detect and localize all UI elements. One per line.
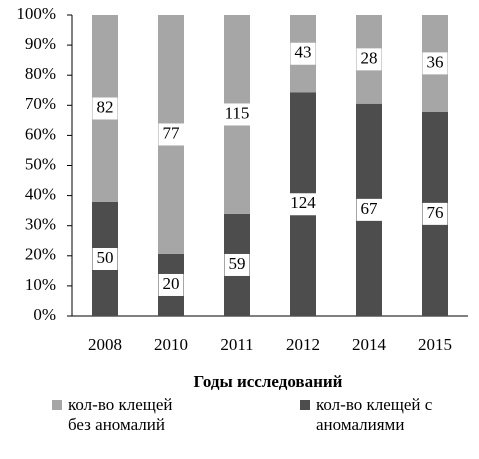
data-label: 77 — [163, 123, 181, 142]
x-tick-label: 2014 — [352, 335, 387, 354]
data-label-bg — [224, 253, 250, 276]
x-tick-label: 2011 — [220, 335, 253, 354]
y-tick-label: 20% — [25, 245, 56, 264]
y-tick-label: 30% — [25, 215, 56, 234]
data-label: 82 — [97, 97, 114, 116]
data-label-bg — [422, 52, 448, 75]
data-label-bg — [356, 48, 382, 71]
data-label-bg — [220, 103, 254, 126]
x-axis-title: Годы исследований — [194, 372, 343, 391]
data-label-bg — [422, 202, 448, 225]
data-label-bg — [286, 193, 321, 216]
data-label-bg — [158, 123, 184, 146]
data-label-bg — [356, 198, 382, 221]
data-label: 76 — [427, 203, 444, 222]
y-tick-label: 70% — [25, 94, 56, 113]
y-tick-label: 0% — [33, 305, 56, 324]
data-label-bg — [92, 247, 118, 270]
y-tick-label: 50% — [25, 154, 56, 173]
data-label: 59 — [229, 254, 246, 273]
data-label-bg — [290, 42, 316, 65]
data-label-bg — [158, 273, 184, 296]
data-label: 28 — [361, 48, 378, 67]
legend-swatch — [52, 400, 62, 410]
y-tick-label: 100% — [16, 4, 56, 23]
data-label: 67 — [361, 199, 379, 218]
data-label-bg — [92, 97, 118, 120]
x-tick-label: 2008 — [88, 335, 122, 354]
legend-label: кол-во клещей с аномалиями — [316, 395, 433, 434]
data-label: 36 — [427, 52, 444, 71]
x-tick-label: 2010 — [154, 335, 188, 354]
y-tick-label: 60% — [25, 124, 56, 143]
data-label: 50 — [97, 248, 114, 267]
y-tick-label: 10% — [25, 275, 56, 294]
legend-swatch — [300, 400, 310, 410]
y-tick-label: 40% — [25, 185, 56, 204]
y-tick-label: 80% — [25, 64, 56, 83]
data-label: 43 — [295, 43, 312, 62]
data-label: 115 — [225, 103, 250, 122]
data-label: 124 — [290, 193, 316, 212]
data-label: 20 — [163, 274, 180, 293]
legend-label: кол-во клещей без аномалий — [68, 395, 173, 434]
x-tick-label: 2012 — [286, 335, 320, 354]
y-tick-label: 90% — [25, 34, 56, 53]
x-tick-label: 2015 — [418, 335, 452, 354]
